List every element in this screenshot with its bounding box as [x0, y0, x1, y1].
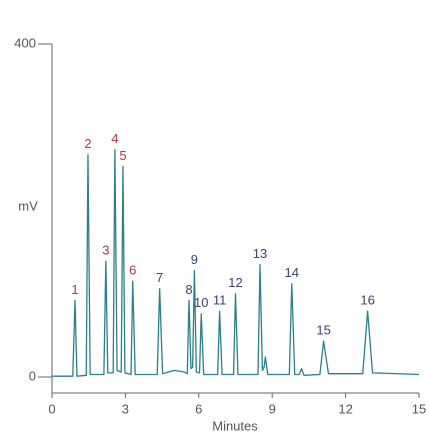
- peak-label: 11: [213, 293, 227, 308]
- y-tick-label: 0: [29, 368, 36, 383]
- x-tick-label: 3: [122, 401, 129, 416]
- peak-label: 4: [111, 131, 118, 146]
- x-tick-label: 0: [48, 401, 55, 416]
- x-tick-label: 6: [195, 401, 202, 416]
- y-axis-label: mV: [18, 198, 38, 213]
- peak-label: 3: [102, 243, 109, 258]
- peak-label: 9: [191, 252, 198, 267]
- peak-label: 15: [316, 323, 330, 338]
- peak-label: 5: [119, 148, 126, 163]
- x-tick-label: 12: [338, 401, 352, 416]
- peak-label: 13: [253, 246, 267, 261]
- peak-label: 1: [71, 282, 78, 297]
- x-tick-label: 9: [269, 401, 276, 416]
- peak-label: 16: [360, 293, 374, 308]
- x-axis-label: Minutes: [212, 418, 258, 433]
- x-tick-label: 15: [412, 401, 426, 416]
- peak-label: 8: [185, 282, 192, 297]
- peak-label: 14: [285, 265, 299, 280]
- peak-label: 12: [228, 275, 242, 290]
- peak-label: 2: [84, 136, 91, 151]
- peak-label: 10: [194, 295, 208, 310]
- y-tick-label: 400: [14, 35, 36, 50]
- peak-label: 6: [129, 263, 136, 278]
- peak-label: 7: [156, 270, 163, 285]
- trace: [52, 149, 420, 377]
